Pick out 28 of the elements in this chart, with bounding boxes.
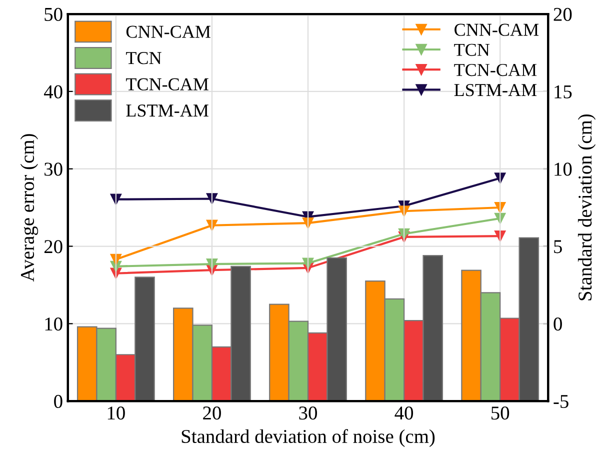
y2-tick-label: 10 (554, 162, 572, 176)
legend-label: TCN-CAM (126, 78, 208, 90)
y2-tick-label: 15 (554, 85, 572, 98)
y-tick-label: 40 (44, 85, 62, 98)
x-tick-label: 10 (108, 406, 125, 420)
y2-tick-label: -5 (554, 395, 568, 408)
y2-tick-label: 20 (554, 8, 572, 21)
x-axis-title: Standard deviation of noise (cm) (182, 429, 435, 447)
y-axis-title: Average error (cm) (20, 134, 38, 282)
legend-label: CNN-CAM (126, 26, 210, 38)
y-tick-label: 10 (45, 317, 62, 331)
x-tick-label: 20 (203, 406, 221, 420)
x-tick-label: 50 (492, 406, 510, 420)
legend-label: LSTM-AM (454, 84, 537, 96)
legend-label: LSTM-AM (126, 104, 208, 117)
x-tick-label: 40 (394, 406, 414, 420)
legend-label: TCN-CAM (454, 64, 537, 76)
y-tick-label: 20 (44, 240, 62, 254)
legend-label: CNN-CAM (454, 24, 539, 36)
y-tick-label: 50 (44, 8, 62, 21)
y2-axis-title: Standard deviation (cm) (578, 114, 596, 300)
legend-label: TCN (126, 52, 162, 64)
y-tick-label: 0 (54, 394, 62, 408)
y2-tick-label: 5 (554, 240, 562, 254)
legend-label: TCN (454, 44, 490, 56)
x-tick-label: 30 (299, 406, 317, 420)
y-tick-label: 30 (44, 162, 62, 176)
y2-tick-label: 0 (554, 317, 562, 331)
